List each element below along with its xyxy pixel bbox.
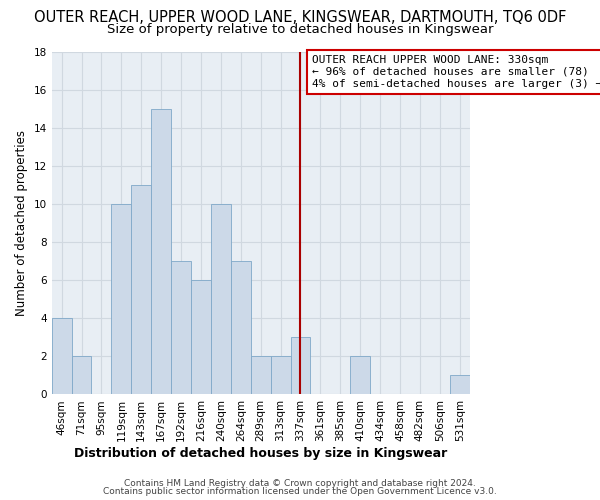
Bar	[171, 261, 191, 394]
Bar	[271, 356, 290, 395]
Bar	[131, 185, 151, 394]
Bar	[191, 280, 211, 394]
Bar	[251, 356, 271, 395]
X-axis label: Distribution of detached houses by size in Kingswear: Distribution of detached houses by size …	[74, 447, 447, 460]
Y-axis label: Number of detached properties: Number of detached properties	[15, 130, 28, 316]
Bar	[71, 356, 91, 395]
Bar	[231, 261, 251, 394]
Bar	[112, 204, 131, 394]
Bar	[350, 356, 370, 395]
Text: Contains public sector information licensed under the Open Government Licence v3: Contains public sector information licen…	[103, 487, 497, 496]
Bar	[450, 376, 470, 394]
Bar	[151, 108, 171, 395]
Text: Size of property relative to detached houses in Kingswear: Size of property relative to detached ho…	[107, 22, 493, 36]
Bar	[211, 204, 231, 394]
Text: OUTER REACH UPPER WOOD LANE: 330sqm
← 96% of detached houses are smaller (78)
4%: OUTER REACH UPPER WOOD LANE: 330sqm ← 96…	[313, 56, 600, 88]
Text: OUTER REACH, UPPER WOOD LANE, KINGSWEAR, DARTMOUTH, TQ6 0DF: OUTER REACH, UPPER WOOD LANE, KINGSWEAR,…	[34, 10, 566, 25]
Bar	[52, 318, 71, 394]
Bar	[290, 338, 310, 394]
Text: Contains HM Land Registry data © Crown copyright and database right 2024.: Contains HM Land Registry data © Crown c…	[124, 478, 476, 488]
